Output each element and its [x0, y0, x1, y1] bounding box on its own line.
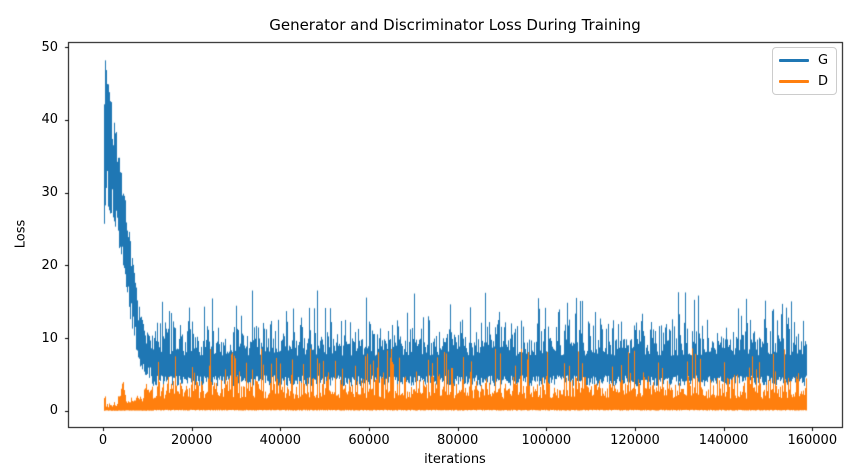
y-tick-label: 30	[41, 185, 58, 201]
y-tick-label: 50	[41, 39, 58, 55]
x-tick-label: 40000	[259, 433, 302, 448]
x-tick-label: 60000	[348, 433, 390, 448]
chart-title: Generator and Discriminator Loss During …	[269, 16, 641, 34]
legend: G D	[772, 47, 837, 95]
y-axis-label: Loss	[13, 219, 29, 249]
g-line-swatch	[779, 59, 809, 62]
x-tick-label: 120000	[610, 433, 660, 448]
y-tick-label: 0	[49, 403, 58, 419]
x-axis-label: iterations	[424, 452, 486, 467]
legend-entry-g: G	[773, 51, 836, 71]
legend-label-g: G	[818, 53, 829, 68]
y-tick-label: 40	[41, 112, 58, 128]
x-tick-label: 0	[98, 433, 108, 448]
y-tick-label: 20	[41, 257, 58, 273]
x-tick-label: 80000	[436, 433, 479, 448]
x-tick-label: 100000	[521, 433, 572, 448]
y-tick-label: 10	[41, 330, 58, 346]
legend-entry-d: D	[773, 72, 836, 92]
x-tick-label: 20000	[170, 433, 213, 448]
legend-label-d: D	[818, 74, 829, 89]
d-line-swatch	[779, 80, 809, 83]
x-tick-label: 140000	[698, 433, 749, 448]
x-tick-label: 160000	[787, 433, 838, 448]
